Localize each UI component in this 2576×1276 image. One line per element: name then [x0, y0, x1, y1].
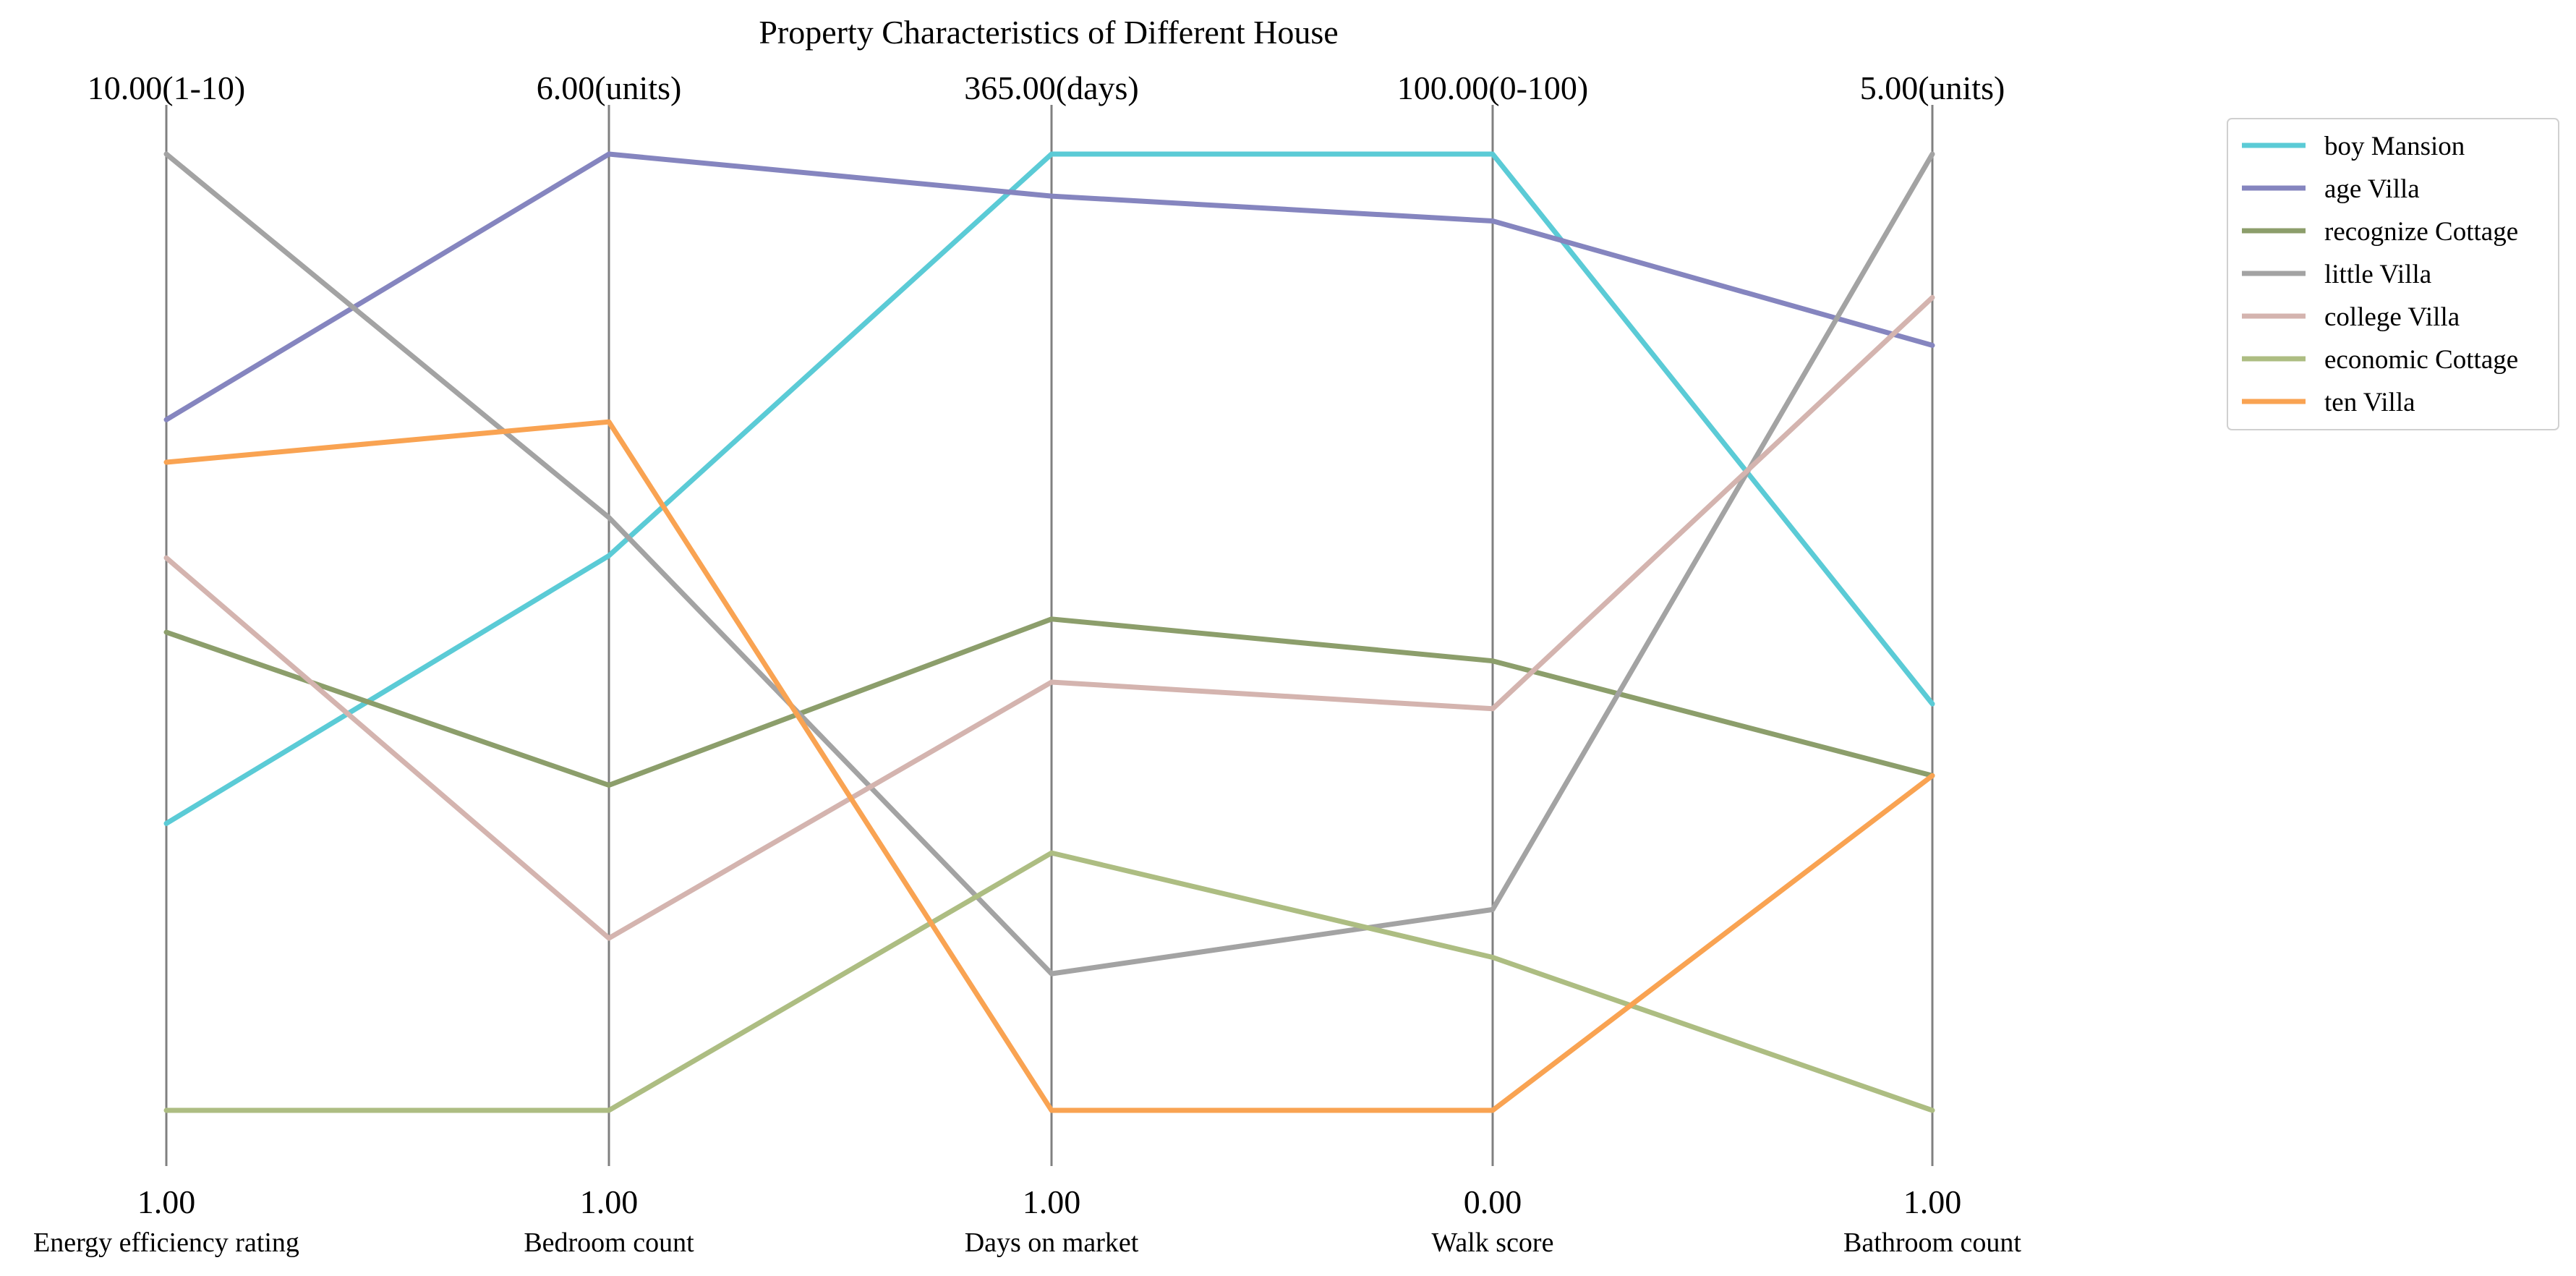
legend-label-little-villa: little Villa — [2324, 260, 2431, 289]
axis-min-label-walk-score: 0.00 — [1464, 1183, 1522, 1220]
axis-max-label-bathroom-count: 5.00(units) — [1860, 69, 2005, 106]
legend-label-economic-cottage: economic Cottage — [2324, 345, 2518, 375]
legend-label-boy-mansion: boy Mansion — [2324, 132, 2465, 161]
series-line-little-villa — [163, 151, 1935, 977]
series-line-ten-villa — [163, 419, 1935, 1113]
legend-label-college-villa: college Villa — [2324, 302, 2460, 332]
axis-name-walk-score: Walk score — [1432, 1228, 1554, 1258]
axis-name-bathroom-count: Bathroom count — [1843, 1228, 2021, 1258]
axis-min-label-days-on-market: 1.00 — [1023, 1183, 1081, 1220]
series-lines-layer — [163, 151, 1935, 1113]
legend-label-recognize-cottage: recognize Cottage — [2324, 217, 2518, 247]
axis-max-label-days-on-market: 365.00(days) — [964, 69, 1138, 106]
axis-max-label-energy-efficiency-rating: 10.00(1-10) — [88, 69, 245, 106]
axis-min-label-bedroom-count: 1.00 — [580, 1183, 639, 1220]
chart-title: Property Characteristics of Different Ho… — [759, 14, 1338, 51]
axis-max-label-bedroom-count: 6.00(units) — [537, 69, 682, 106]
axis-name-bedroom-count: Bedroom count — [524, 1228, 694, 1258]
series-line-college-villa — [163, 294, 1935, 941]
legend: boy Mansion age Villa recognize Cottage lit… — [2227, 118, 2559, 430]
axis-name-days-on-market: Days on market — [965, 1228, 1139, 1258]
legend-label-ten-villa: ten Villa — [2324, 388, 2415, 417]
legend-label-age-villa: age Villa — [2324, 174, 2420, 204]
axes-layer: 10.00(1-10) 1.00 Energy efficiency rating 6… — [33, 69, 2021, 1258]
axis-min-label-energy-efficiency-rating: 1.00 — [137, 1183, 196, 1220]
axis-name-energy-efficiency-rating: Energy efficiency rating — [33, 1228, 299, 1258]
axis-min-label-bathroom-count: 1.00 — [1903, 1183, 1962, 1220]
series-line-recognize-cottage — [163, 616, 1935, 788]
series-line-age-villa — [163, 151, 1935, 422]
series-line-economic-cottage — [163, 850, 1935, 1113]
series-line-boy-mansion — [163, 151, 1935, 826]
axis-max-label-walk-score: 100.00(0-100) — [1397, 69, 1588, 106]
legend-frame — [2227, 118, 2559, 430]
